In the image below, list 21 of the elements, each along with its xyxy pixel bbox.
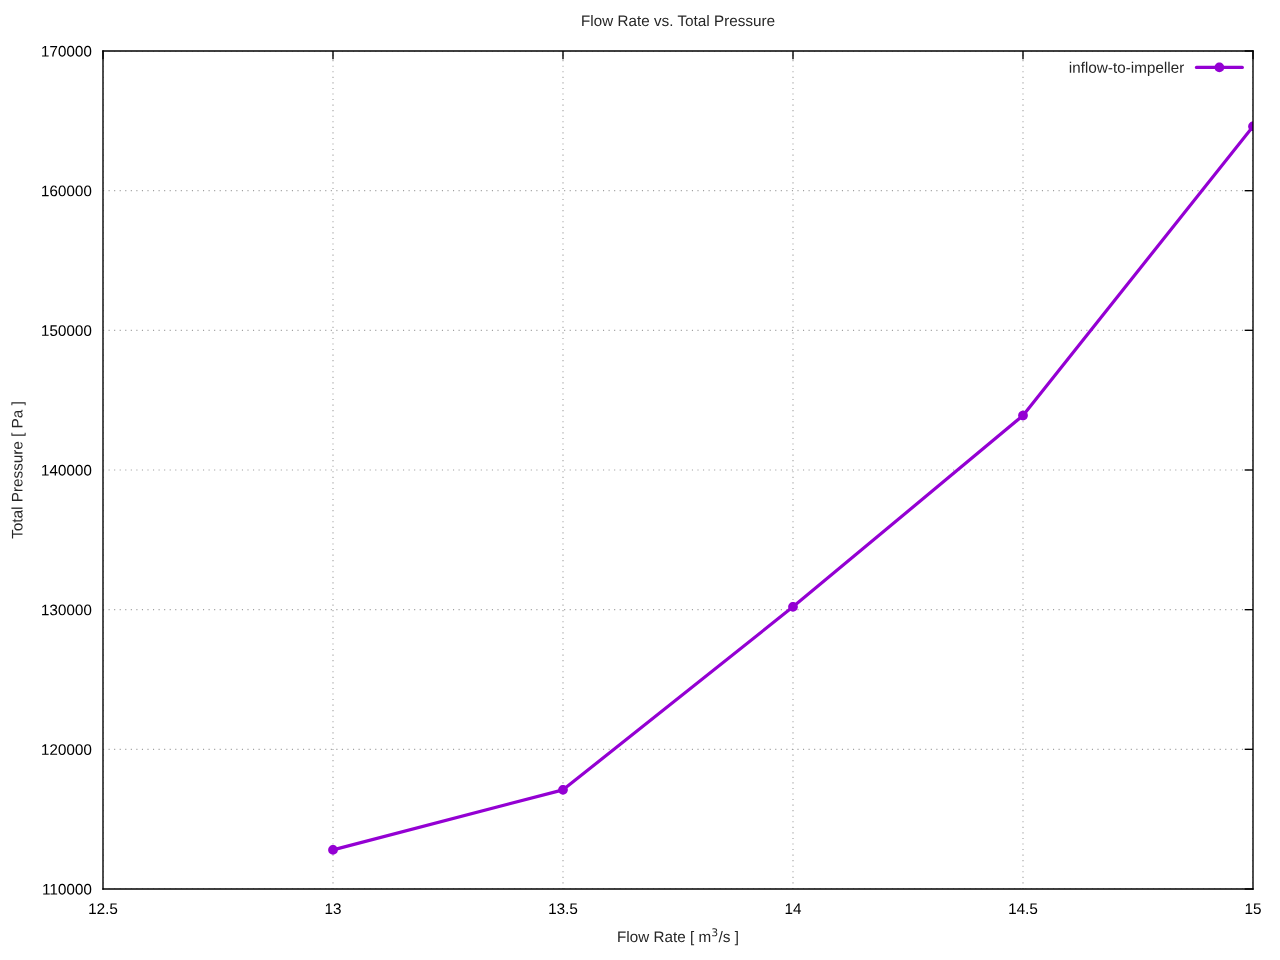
- point: [1018, 410, 1028, 421]
- point: [788, 602, 798, 612]
- x-tick-label: 15: [1245, 903, 1261, 915]
- point: [558, 784, 568, 795]
- chart-title: Flow Rate vs. Total Pressure: [582, 14, 775, 27]
- y-tick-label: 170000: [42, 45, 92, 57]
- y-axis-title: Total Pressure [ Pa ]: [11, 402, 26, 539]
- y-tick-label: 120000: [42, 744, 92, 756]
- x-tick-label: 13: [325, 903, 341, 915]
- y-tick-label: 110000: [43, 883, 92, 895]
- point: [328, 845, 338, 855]
- legend-label: inflow-to-impeller: [1069, 61, 1184, 76]
- x-tick-label: 13.5: [549, 903, 578, 915]
- x-tick-label: 14.5: [1009, 903, 1038, 915]
- y-tick-label: 130000: [42, 604, 92, 616]
- y-tick-label: 160000: [42, 185, 92, 197]
- y-tick-label: 140000: [42, 464, 92, 476]
- x-tick-label: 12.5: [89, 903, 118, 915]
- x-tick-label: 14: [785, 903, 802, 914]
- y-tick-label: 150000: [42, 325, 92, 337]
- x-axis-title: Flow Rate [ m$^{3}$/s ]: [618, 928, 738, 946]
